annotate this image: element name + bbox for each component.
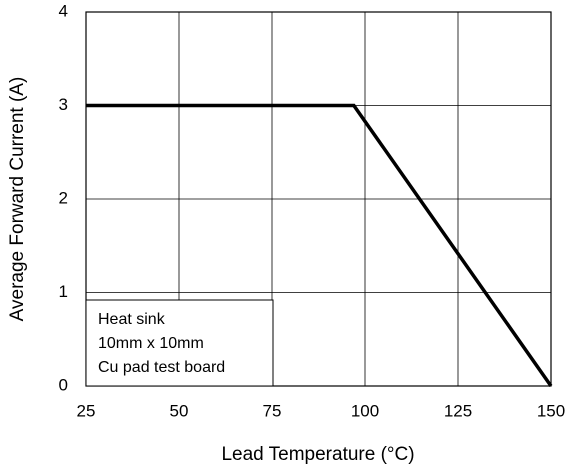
data-line — [86, 103, 553, 388]
y-tick-label: 0 — [59, 375, 68, 394]
x-axis-title: Lead Temperature (°C) — [221, 444, 414, 465]
x-tick-label: 125 — [444, 401, 472, 420]
y-tick-label: 2 — [59, 188, 68, 207]
y-tick-label: 4 — [59, 1, 68, 20]
plot-frame — [85, 11, 552, 387]
y-tick-label: 1 — [59, 282, 68, 301]
x-tick-label: 75 — [263, 401, 282, 420]
x-tick-label: 50 — [170, 401, 189, 420]
annotation-text: Cu pad test board — [98, 359, 225, 376]
x-tick-label: 150 — [537, 401, 565, 420]
x-tick-label: 100 — [351, 401, 379, 420]
y-axis-title: Average Forward Current (A) — [7, 77, 28, 322]
annotation-text: 10mm x 10mm — [98, 335, 204, 352]
x-tick-label: 25 — [77, 401, 96, 420]
annotation-box — [85, 299, 274, 387]
annotation-text: Heat sink — [98, 311, 166, 328]
y-tick-label: 3 — [59, 95, 68, 114]
